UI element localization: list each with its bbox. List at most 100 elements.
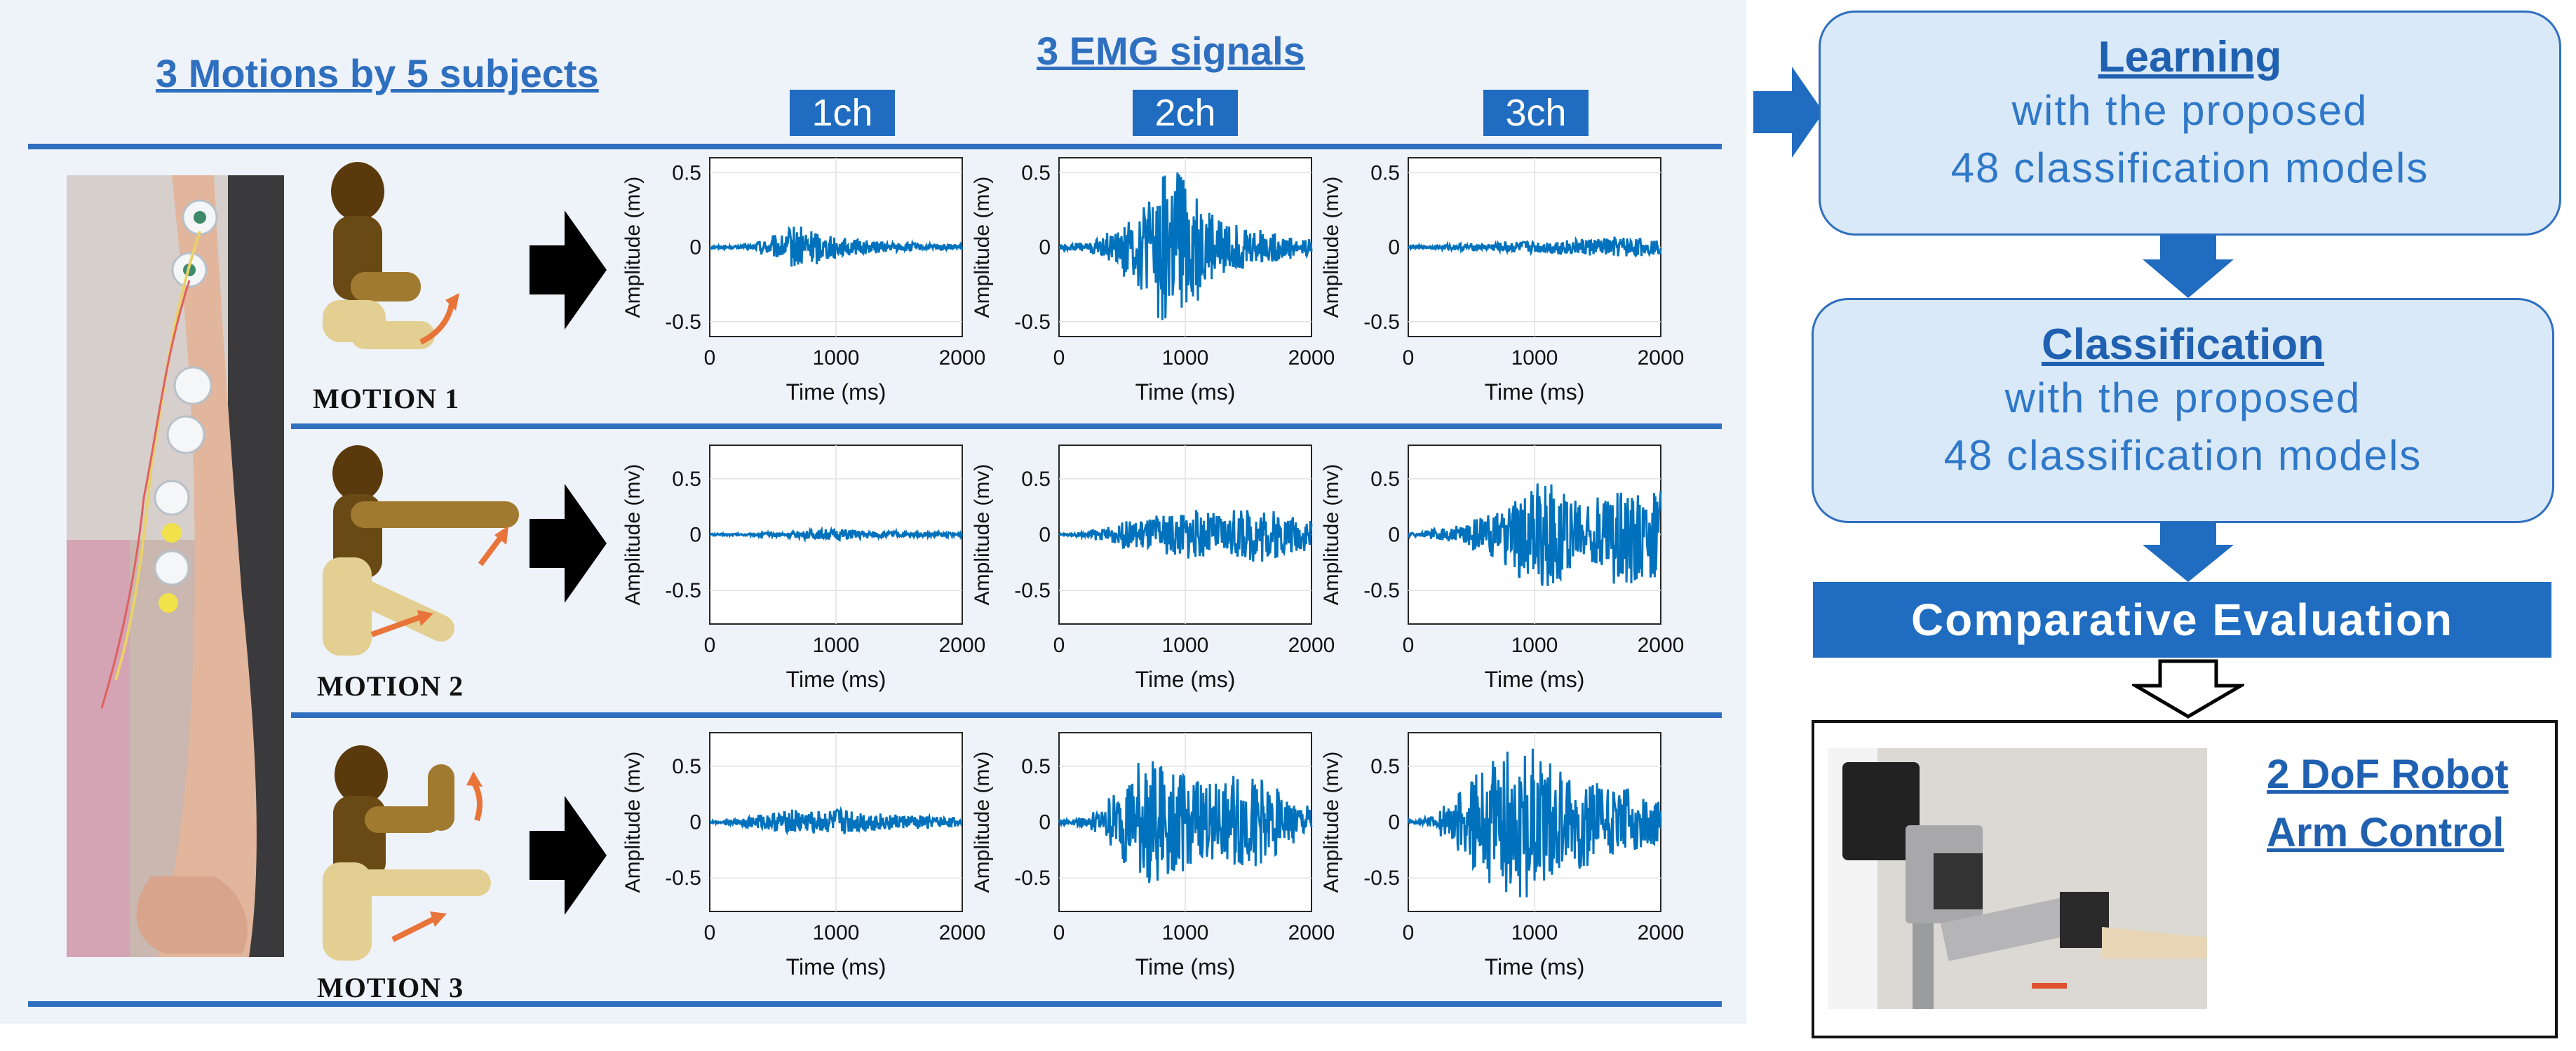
learning-title: Learning [2098,33,2282,81]
plot-r1-c2-xtick-2: 2000 [1288,346,1335,369]
channel-badge-2: 2ch [1133,90,1238,136]
plot-r1-c1-xtick-2: 2000 [939,346,986,369]
learning-line2: 48 classification models [1950,144,2429,191]
classification-line1: with the proposed [2004,374,2361,421]
plot-r3-c2-ytick-2: -0.5 [1014,867,1051,890]
plot-r1-c1-ylabel: Amplitude (mv) [621,177,645,318]
plot-r1-c2-ytick-1: 0 [1039,236,1051,259]
flow-entry-arrow-icon [1753,67,1823,158]
plot-r2-c1-ytick-2: -0.5 [665,579,701,602]
plot-r2-c3-xtick-1: 1000 [1511,634,1558,657]
plot-r3-c1-signal-line [709,806,963,836]
plot-r1-c1-xtick-0: 0 [704,346,716,369]
plot-r1-c2-xlabel: Time (ms) [1135,379,1236,405]
emg-heading: 3 EMG signals [1037,29,1305,73]
learning-line1: with the proposed [2011,87,2368,134]
flow-arrow-down-2-icon [2143,522,2234,582]
plot-r2-c3-xtick-2: 2000 [1638,634,1685,657]
plot-r2-c1-signal-line [708,526,964,543]
arm-electrode-photo [67,175,284,957]
plot-r2-c2-ytick-0: 0.5 [1021,468,1051,491]
plot-r1-c3-ytick-0: 0.5 [1370,161,1400,184]
plot-r2-c3-xtick-0: 0 [1403,634,1415,657]
plot-r2-c3-ytick-2: -0.5 [1363,579,1400,602]
robot-control-box: 2 DoF Robot Arm Control [1812,720,2558,1038]
plot-r3-c3-ytick-1: 0 [1388,811,1400,834]
plot-r2-c2-ytick-2: -0.5 [1014,579,1051,602]
motion-1-figure [323,162,459,349]
plot-r3-c1-ylabel: Amplitude (mv) [621,752,645,893]
classification-line2: 48 classification models [1943,432,2422,479]
motion-3-arrow-icon [530,796,607,915]
motion-1-arrow-icon [530,210,607,330]
plot-r3-c1-ytick-1: 0 [689,811,701,834]
plot-r3-c3-ytick-2: -0.5 [1363,867,1400,890]
plot-r3-c2-xtick-2: 2000 [1288,921,1335,944]
plot-r3-c1-xlabel: Time (ms) [786,954,886,979]
plot-r3-c1-xtick-2: 2000 [939,921,986,944]
plot-r3-c2-ylabel: Amplitude (mv) [971,752,994,893]
motion-2-label: MOTION 2 [317,670,464,702]
robot-title-line2: Arm Control [2267,810,2504,855]
plot-r1-c1-xlabel: Time (ms) [786,379,886,405]
divider-bottom [28,1001,1722,1007]
plot-r1-c3-ytick-2: -0.5 [1363,311,1400,334]
plot-r3-c3-signal-line [1407,748,1662,897]
plot-r1-c2-ytick-2: -0.5 [1014,311,1051,334]
plot-r1-c3-xtick-1: 1000 [1511,346,1558,369]
classification-box: Classification with the proposed 48 clas… [1812,298,2554,523]
plot-r1-c2-ylabel: Amplitude (mv) [971,177,994,318]
plot-r3-c3-xlabel: Time (ms) [1485,954,1585,979]
plot-r3-c3-xtick-0: 0 [1403,921,1415,944]
flow-arrow-hollow-icon [2132,659,2244,719]
plot-r1-c2-signal-line [1058,172,1313,320]
divider-top [28,144,1722,149]
plot-r2-c3-ylabel: Amplitude (mv) [1320,464,1343,606]
plot-r3-c1-xtick-0: 0 [704,921,716,944]
motion-1-label: MOTION 1 [313,383,460,414]
plot-r2-c2-xtick-2: 2000 [1288,634,1335,657]
robot-title-line1: 2 DoF Robot [2267,752,2509,797]
motion-2-arrow-icon [530,484,607,603]
plot-r3-c1-ytick-2: -0.5 [665,867,701,890]
plot-r1-c1-signal-line [709,225,964,267]
robot-arm-photo [1828,748,2207,1009]
plot-r1-c3-xtick-0: 0 [1403,346,1415,369]
plot-r1-c1-ytick-0: 0.5 [672,161,701,184]
plot-r3-c2-signal-line [1058,761,1313,883]
motion-3-figure [323,745,491,961]
plot-r2-c2-ylabel: Amplitude (mv) [971,464,994,606]
plot-r3-c2-xtick-1: 1000 [1162,921,1209,944]
plot-r1-c3-ytick-1: 0 [1388,236,1400,259]
divider-2 [291,712,1722,718]
plot-r2-c1-ytick-0: 0.5 [672,468,701,491]
plot-r3-c1-xtick-1: 1000 [813,921,860,944]
plot-r1-c3-ylabel: Amplitude (mv) [1320,177,1343,318]
channel-badge-3: 3ch [1483,90,1589,136]
flow-arrow-down-1-icon [2143,235,2234,298]
learning-box: Learning with the proposed 48 classifica… [1819,11,2561,236]
plot-r2-c3-ytick-1: 0 [1388,524,1400,547]
plot-r2-c1-xlabel: Time (ms) [786,667,886,692]
plot-r1-c1-ytick-1: 0 [689,236,701,259]
plot-r3-c2-xtick-0: 0 [1053,921,1065,944]
plot-r1-c3-signal-line [1407,236,1662,258]
comparative-evaluation-box: Comparative Evaluation [1813,582,2551,658]
plot-r2-c1-ylabel: Amplitude (mv) [621,464,645,606]
plot-r2-c2-xlabel: Time (ms) [1135,667,1236,692]
plot-r3-c3-ytick-0: 0.5 [1370,755,1400,778]
plot-r2-c2-xtick-0: 0 [1053,634,1065,657]
plot-r2-c1-xtick-1: 1000 [813,634,860,657]
plot-r1-c3-xlabel: Time (ms) [1485,379,1585,405]
plot-r1-c2-xtick-0: 0 [1053,346,1065,369]
plot-r2-c1-xtick-0: 0 [704,634,716,657]
plot-r3-c3-xtick-1: 1000 [1511,921,1558,944]
divider-1 [291,423,1722,429]
plot-r1-c2-ytick-0: 0.5 [1021,161,1051,184]
plot-r2-c2-signal-line [1058,510,1313,562]
motion-3-label: MOTION 3 [317,972,464,1003]
plot-r1-c3-xtick-2: 2000 [1638,346,1685,369]
channel-badge-1: 1ch [790,90,895,136]
plot-r3-c2-xlabel: Time (ms) [1135,954,1236,979]
